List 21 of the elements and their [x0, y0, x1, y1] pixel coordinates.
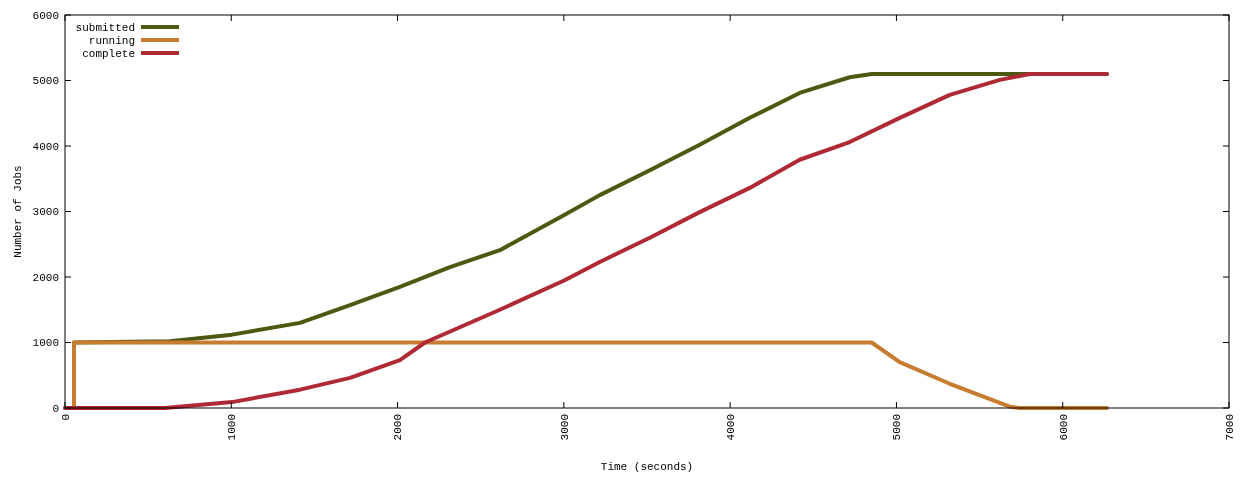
x-tick-label: 4000 — [724, 414, 737, 441]
y-tick-label: 0 — [52, 402, 59, 415]
x-tick-label: 2000 — [392, 414, 405, 441]
x-tick-label: 7000 — [1223, 414, 1236, 441]
line-series — [63, 71, 1109, 410]
y-tick-label: 3000 — [32, 206, 59, 219]
x-tick-label: 0 — [59, 414, 72, 421]
y-axis-title: Number of Jobs — [12, 165, 24, 258]
x-axis-title: Time (seconds) — [600, 461, 694, 473]
y-tick-label: 6000 — [32, 9, 59, 22]
x-tick-label: 3000 — [558, 414, 571, 441]
y-tick-label: 2000 — [32, 271, 59, 284]
x-tick-label: 6000 — [1057, 414, 1070, 441]
legend-label: complete — [82, 47, 135, 60]
legend-label: running — [88, 34, 135, 47]
x-tick-label: 1000 — [226, 414, 239, 441]
x-tick-label: 5000 — [891, 414, 904, 441]
y-tick-label: 5000 — [32, 75, 59, 88]
y-tick-label: 4000 — [32, 140, 59, 153]
y-tick-label: 1000 — [32, 337, 59, 350]
legend-label: submitted — [75, 21, 135, 34]
